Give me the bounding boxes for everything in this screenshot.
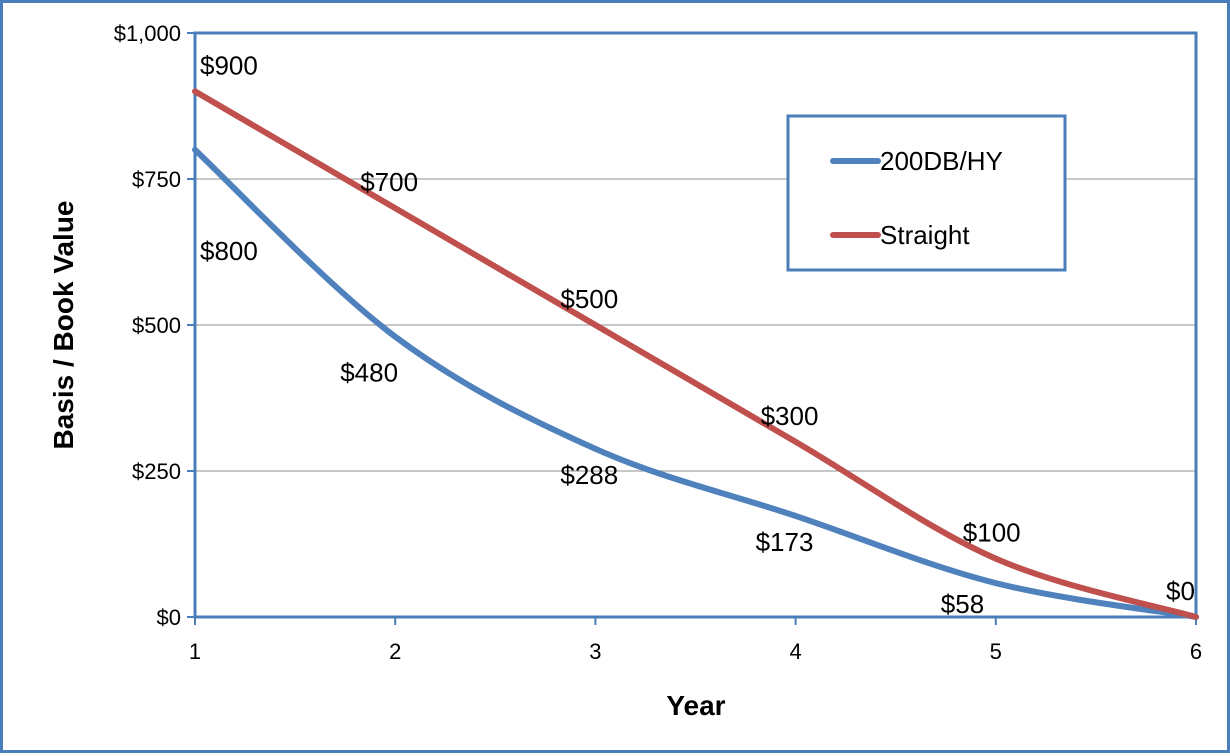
x-tick-label-3: 4 bbox=[789, 639, 801, 664]
y-tick-label-4: $1,000 bbox=[114, 21, 181, 46]
data-labels: $800 $480 $288 $173 $58 $900 $700 $500 $300 $100 $… bbox=[200, 50, 1195, 619]
y-tick-label-1: $250 bbox=[132, 459, 181, 484]
axes: $0 $250 $500 $750 $1,000 1 2 3 4 5 6 bbox=[114, 21, 1202, 664]
data-label-s0-1: $480 bbox=[340, 358, 398, 388]
data-label-s0-3: $173 bbox=[756, 527, 814, 557]
x-tick-label-1: 2 bbox=[389, 639, 401, 664]
y-tick-label-3: $750 bbox=[132, 167, 181, 192]
x-tick-label-4: 5 bbox=[990, 639, 1002, 664]
data-label-s1-0: $900 bbox=[200, 50, 258, 80]
data-label-s1-4: $100 bbox=[963, 518, 1021, 548]
data-label-s1-5: $0 bbox=[1166, 576, 1195, 606]
data-label-s0-2: $288 bbox=[560, 460, 618, 490]
y-tick-label-0: $0 bbox=[157, 605, 181, 630]
y-axis-title: Basis / Book Value bbox=[48, 201, 79, 450]
x-tick-label-2: 3 bbox=[589, 639, 601, 664]
legend-label-1: Straight bbox=[880, 220, 970, 250]
data-label-s0-0: $800 bbox=[200, 236, 258, 266]
series-line-1 bbox=[192, 88, 1199, 620]
data-label-s1-1: $700 bbox=[360, 167, 418, 197]
data-label-s1-3: $300 bbox=[761, 401, 819, 431]
legend-box bbox=[786, 114, 1067, 272]
legend-label-0: 200DB/HY bbox=[880, 146, 1003, 176]
y-tick-label-2: $500 bbox=[132, 313, 181, 338]
legend: 200DB/HY Straight bbox=[786, 114, 1067, 272]
data-label-s0-4: $58 bbox=[941, 589, 984, 619]
series-lines bbox=[192, 88, 1199, 620]
data-label-s1-2: $500 bbox=[560, 284, 618, 314]
x-tick-label-5: 6 bbox=[1190, 639, 1202, 664]
x-axis-title: Year bbox=[666, 690, 725, 721]
x-tick-label-0: 1 bbox=[189, 639, 201, 664]
series-line-0 bbox=[192, 146, 1199, 620]
